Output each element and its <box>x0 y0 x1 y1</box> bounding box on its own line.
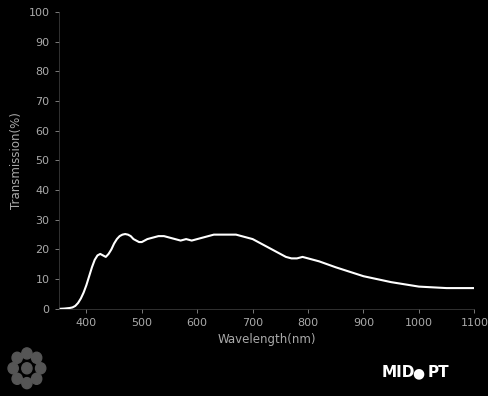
Circle shape <box>21 348 32 359</box>
X-axis label: Wavelength(nm): Wavelength(nm) <box>217 333 315 346</box>
Circle shape <box>21 378 32 389</box>
Text: ●: ● <box>411 366 423 380</box>
Circle shape <box>12 352 22 363</box>
Circle shape <box>8 363 18 374</box>
Circle shape <box>31 373 41 385</box>
Circle shape <box>36 363 46 374</box>
Text: PT: PT <box>427 365 448 380</box>
Y-axis label: Transmission(%): Transmission(%) <box>10 112 23 209</box>
Circle shape <box>21 363 32 374</box>
Text: MID: MID <box>381 365 414 380</box>
Circle shape <box>12 373 22 385</box>
Circle shape <box>31 352 41 363</box>
